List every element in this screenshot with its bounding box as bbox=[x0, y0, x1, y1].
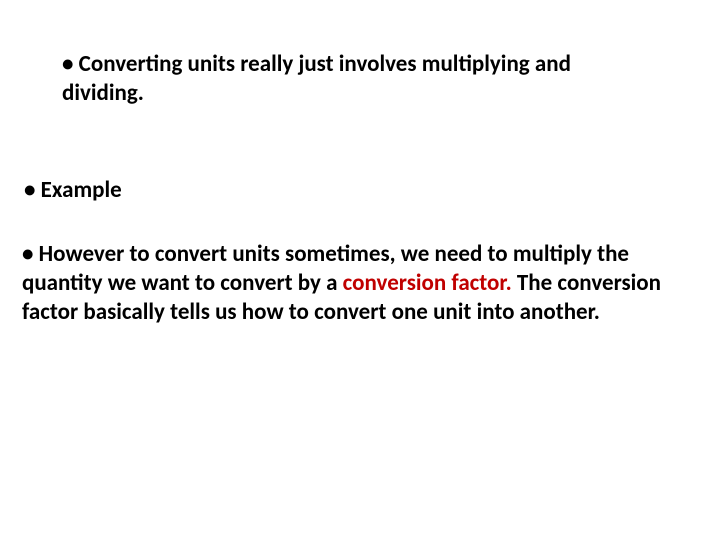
bullet-text-highlight: conversion factor. bbox=[343, 269, 517, 297]
bullet-item-2: • Example bbox=[24, 176, 664, 205]
bullet-text: Converting units really just involves mu… bbox=[62, 50, 571, 107]
bullet-item-3: • However to convert units sometimes, we… bbox=[22, 240, 682, 326]
bullet-prefix: • bbox=[22, 240, 39, 268]
bullet-prefix: • bbox=[62, 50, 79, 78]
bullet-item-1: • Converting units really just involves … bbox=[62, 50, 628, 108]
bullet-prefix: • bbox=[24, 176, 41, 204]
bullet-text: Example bbox=[41, 176, 122, 204]
